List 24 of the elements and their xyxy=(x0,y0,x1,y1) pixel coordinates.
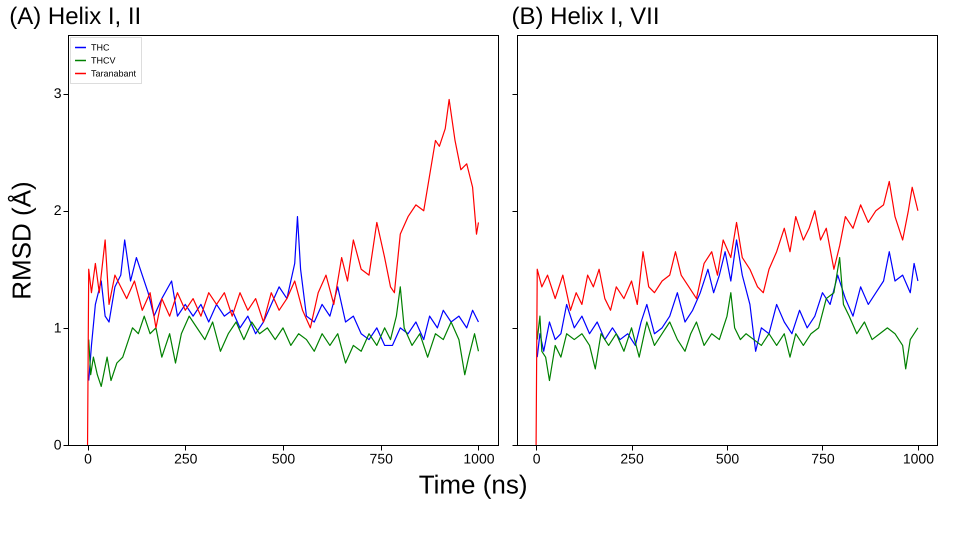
chart-title: (A) Helix I, II xyxy=(9,3,142,30)
x-tick-label: 0 xyxy=(532,450,541,466)
x-tick-label: 250 xyxy=(174,450,198,466)
line-series xyxy=(86,98,480,446)
y-tick-label: 2 xyxy=(54,202,62,218)
x-tick-label: 750 xyxy=(811,450,835,466)
legend-label: THCV xyxy=(91,56,116,66)
y-tick-label: 1 xyxy=(54,319,62,336)
y-axis-title: RMSD (Å) xyxy=(6,181,37,300)
legend-label: Taranabant xyxy=(91,68,137,78)
x-tick-label: 500 xyxy=(716,450,740,466)
line-series xyxy=(88,286,480,388)
y-tick-label: 3 xyxy=(54,85,62,102)
x-tick-label: 250 xyxy=(620,450,644,466)
x-tick-label: 1000 xyxy=(463,450,495,466)
x-tick-label: 500 xyxy=(272,450,296,466)
chart-title: (B) Helix I, VII xyxy=(512,3,660,30)
legend-label: THC xyxy=(91,42,110,52)
line-series xyxy=(88,216,480,382)
x-axis-title: Time (ns) xyxy=(418,470,528,500)
x-tick-label: 0 xyxy=(84,450,92,466)
y-tick-label: 0 xyxy=(54,436,62,452)
x-tick-label: 1000 xyxy=(902,450,934,466)
x-tick-label: 750 xyxy=(370,450,394,466)
